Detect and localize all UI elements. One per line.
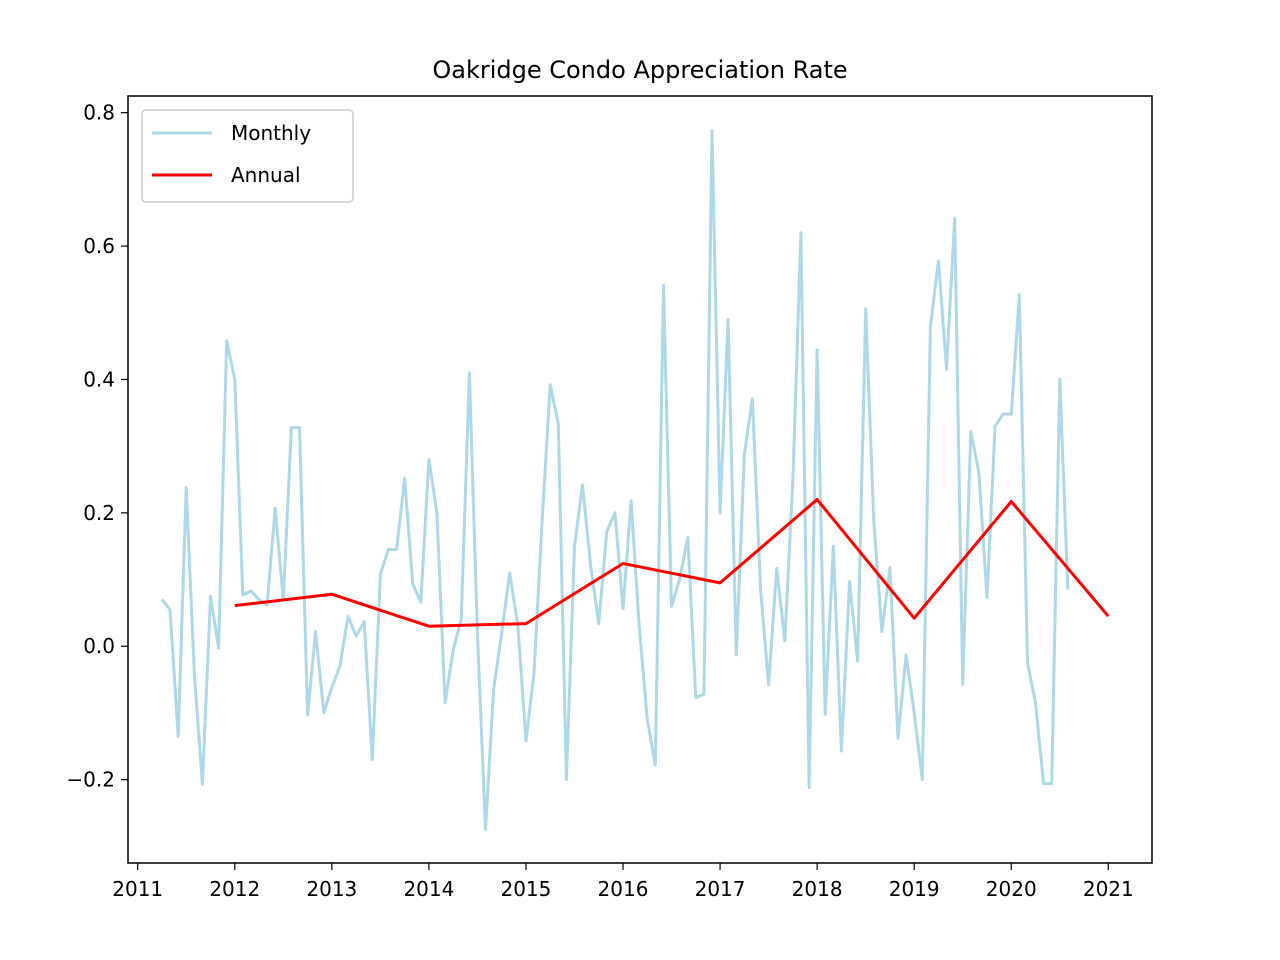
x-tick-label: 2019 (889, 877, 940, 901)
x-axis: 2011 2012 2013 2014 2015 2016 2017 2018 2019 2020… (112, 863, 1134, 901)
legend: Monthly Annual (141, 109, 354, 203)
y-tick-label: 0.4 (83, 367, 115, 391)
legend-label-monthly: Monthly (231, 121, 311, 145)
plot-area-frame (127, 95, 1153, 864)
x-tick-label: 2020 (986, 877, 1037, 901)
y-tick-label: 0.2 (83, 501, 115, 525)
y-tick-label: 0.0 (83, 634, 115, 658)
chart-title: Oakridge Condo Appreciation Rate (432, 56, 847, 84)
legend-label-annual: Annual (231, 163, 301, 187)
x-tick-label: 2012 (209, 877, 260, 901)
series-line-monthly (160, 129, 1070, 832)
x-tick-label: 2013 (306, 877, 357, 901)
x-tick-label: 2016 (598, 877, 649, 901)
y-tick-label: 0.8 (83, 101, 115, 125)
series-line-annual (234, 498, 1110, 628)
x-tick-label: 2017 (695, 877, 746, 901)
y-tick-label: −0.2 (66, 768, 115, 792)
x-tick-label: 2018 (792, 877, 843, 901)
x-tick-label: 2021 (1083, 877, 1134, 901)
y-tick-label: 0.6 (83, 234, 115, 258)
y-axis: 0.8 0.6 0.4 0.2 0.0 −0.2 (66, 101, 128, 792)
x-tick-label: 2014 (403, 877, 454, 901)
x-tick-label: 2011 (112, 877, 163, 901)
x-tick-label: 2015 (500, 877, 551, 901)
series-layer (160, 129, 1110, 832)
